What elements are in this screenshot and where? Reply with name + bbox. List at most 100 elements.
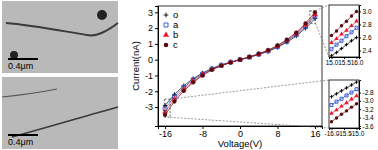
- data-point: [335, 116, 338, 119]
- tick-label: 2.6: [363, 34, 372, 41]
- tick: -1: [145, 71, 158, 81]
- data-point: [275, 43, 281, 48]
- data-point: [330, 48, 333, 51]
- tick: -2: [145, 87, 158, 97]
- data-point: [345, 20, 348, 23]
- data-point: [355, 26, 358, 29]
- tick-mark: [359, 51, 361, 52]
- data-point: [303, 21, 307, 25]
- data-point: [349, 23, 354, 27]
- axis: -2.8-3.0-3.2-3.4-3.6: [359, 81, 374, 130]
- data-point: [345, 109, 348, 112]
- series-line: [332, 12, 357, 36]
- scale-bar: [8, 134, 38, 136]
- data-point: [355, 10, 358, 13]
- tick: 0: [238, 126, 243, 139]
- tick: -3: [145, 102, 158, 112]
- tick-label: -3.2: [363, 106, 375, 113]
- data-point: [219, 63, 223, 67]
- tick: 2.4: [359, 47, 372, 54]
- data-point: [335, 43, 338, 46]
- data-point: [182, 89, 186, 93]
- scale-bar-label: 0.4μm: [8, 137, 33, 147]
- tick-label: -15.0: [350, 130, 365, 137]
- zoom-box: [165, 99, 171, 117]
- data-point: [285, 38, 289, 42]
- data-point: [335, 100, 338, 103]
- particle: [10, 51, 18, 59]
- data-point: [344, 100, 349, 104]
- tick-mark: [359, 38, 361, 39]
- data-point: [350, 83, 354, 87]
- data-point: [334, 107, 339, 111]
- data-point: [339, 32, 344, 36]
- scale-bar: [8, 58, 38, 60]
- tick-mark: [155, 28, 158, 29]
- tick-mark: [359, 118, 361, 119]
- data-point: [228, 60, 232, 64]
- tick-mark: [359, 109, 361, 110]
- axis-line: [360, 81, 362, 129]
- tick: 0: [148, 55, 158, 65]
- legend-entry: c: [164, 39, 178, 50]
- tick: 3: [148, 8, 158, 18]
- tick-label: 15.0: [326, 59, 339, 66]
- tick: 2.6: [359, 34, 372, 41]
- data-point: [355, 80, 359, 84]
- tick-label: -3.4: [363, 114, 375, 121]
- data-point: [257, 52, 261, 56]
- tick-mark: [155, 75, 158, 76]
- legend-marker: [164, 23, 168, 27]
- data-point: [191, 80, 195, 84]
- axis: -16-80816: [159, 126, 323, 139]
- tick-label: -2.8: [363, 89, 375, 96]
- data-point: [340, 39, 343, 42]
- series: [330, 88, 358, 107]
- axis: 2.4 2.6 2.8 3.0: [359, 6, 372, 58]
- data-point: [293, 30, 299, 35]
- data-point: [335, 92, 339, 96]
- tem-image: 0.4μm: [2, 77, 118, 149]
- tick-label: -3: [145, 102, 153, 112]
- plot-area: [162, 10, 318, 117]
- tick-mark: [359, 126, 361, 127]
- axis: -3-2-10123: [145, 7, 159, 127]
- data-point: [350, 31, 353, 34]
- legend: oabc: [163, 9, 179, 50]
- data-point: [238, 58, 242, 62]
- series-line: [332, 104, 357, 122]
- data-point: [248, 55, 252, 59]
- data-point: [163, 113, 167, 117]
- zoom-connector: [170, 80, 329, 99]
- image-background: [2, 1, 118, 73]
- tick: -3.0: [359, 97, 374, 104]
- tick-mark: [155, 107, 158, 108]
- data-point: [209, 66, 215, 71]
- tick-label: 1: [148, 39, 153, 49]
- tick-label: 0: [148, 55, 153, 65]
- data-point: [345, 86, 349, 90]
- series-line: [165, 19, 315, 106]
- tem-image: 0.4μm: [2, 1, 118, 73]
- tick: -16: [159, 126, 172, 139]
- series: [163, 16, 317, 107]
- tick: 3.0: [359, 8, 372, 15]
- data-point: [247, 55, 251, 59]
- data-point: [330, 95, 334, 99]
- series-line: [332, 28, 357, 49]
- tick-mark: [359, 93, 361, 94]
- data-point: [339, 104, 344, 108]
- tick: 16.0: [351, 57, 364, 66]
- data-point: [355, 88, 358, 91]
- data-point: [275, 43, 279, 47]
- data-point: [229, 60, 233, 64]
- data-point: [256, 52, 260, 56]
- data-point: [330, 34, 333, 37]
- tick-label: 3: [148, 8, 153, 18]
- data-point: [344, 28, 349, 32]
- data-point: [340, 113, 343, 116]
- tick-label: 2.8: [363, 21, 372, 28]
- data-point: [345, 35, 348, 38]
- tick: -2.8: [359, 89, 374, 96]
- tick-mark: [155, 91, 158, 92]
